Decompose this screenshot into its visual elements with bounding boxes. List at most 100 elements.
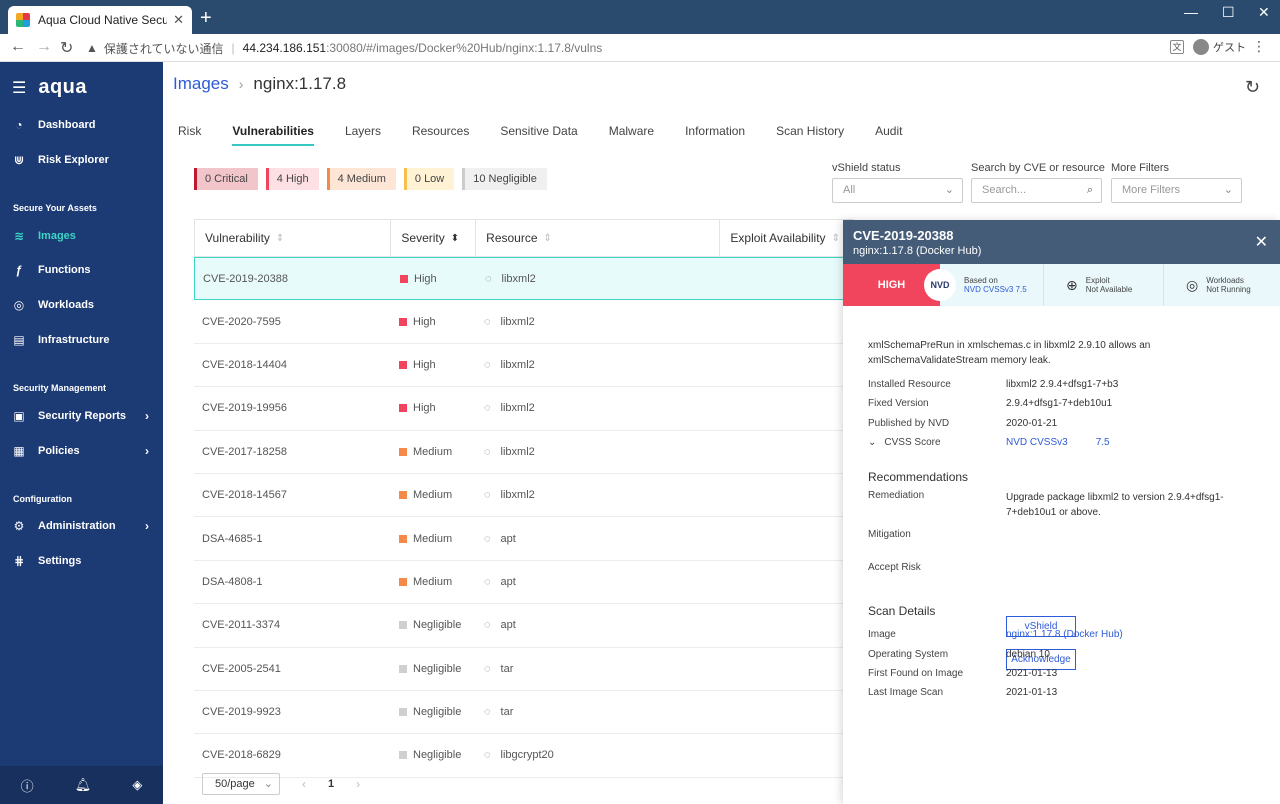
resource-name: libxml2 bbox=[500, 358, 535, 371]
new-tab-icon[interactable]: + bbox=[200, 7, 212, 29]
profile-button[interactable]: ゲスト bbox=[1193, 39, 1246, 55]
installed-resource-label: Installed Resource bbox=[868, 379, 951, 390]
header-resource[interactable]: Resource ⇕ bbox=[476, 220, 721, 256]
sidebar-footer: ⓘ 🔔︎ ◈ bbox=[0, 766, 163, 804]
sidebar-item-dashboard[interactable]: ◔ Dashboard bbox=[0, 110, 163, 140]
chip-medium[interactable]: 4 Medium bbox=[326, 168, 396, 190]
tab-malware[interactable]: Malware bbox=[608, 124, 655, 138]
table-row[interactable]: DSA-4685-1 Medium ◌ apt bbox=[194, 517, 854, 561]
vshield-select[interactable]: All ⌄ bbox=[832, 178, 963, 203]
sidebar-item-label: Functions bbox=[38, 264, 91, 276]
close-window-icon[interactable]: ✕ bbox=[1258, 4, 1270, 20]
mitigation-row: Mitigation bbox=[868, 529, 911, 540]
severity-cell: Negligible bbox=[391, 749, 476, 761]
resource-cell: ◌ apt bbox=[476, 533, 516, 545]
more-filters-select[interactable]: More Filters ⌄ bbox=[1111, 178, 1242, 203]
sidebar-item-workloads[interactable]: ◎ Workloads bbox=[0, 290, 163, 320]
sidebar-item-functions[interactable]: ƒ Functions bbox=[0, 255, 163, 285]
table-row[interactable]: CVE-2005-2541 Negligible ◌ tar bbox=[194, 648, 854, 691]
tab-information[interactable]: Information bbox=[685, 124, 746, 138]
severity-square-icon bbox=[399, 491, 407, 500]
breadcrumb-images-link[interactable]: Images bbox=[173, 74, 229, 93]
image-link[interactable]: nginx:1.17.8 (Docker Hub) bbox=[1006, 629, 1123, 640]
chip-critical[interactable]: 0 Critical bbox=[194, 168, 258, 190]
chip-low[interactable]: 0 Low bbox=[403, 168, 455, 190]
table-row[interactable]: CVE-2017-18258 Medium ◌ libxml2 bbox=[194, 431, 854, 474]
back-icon[interactable]: ← bbox=[10, 38, 26, 55]
chip-negligible[interactable]: 10 Negligible bbox=[462, 168, 547, 190]
search-input[interactable]: Search... ⌕ bbox=[971, 178, 1102, 203]
vulnerability-id: CVE-2019-20388 bbox=[203, 272, 289, 285]
header-vulnerability[interactable]: Vulnerability ⇕ bbox=[195, 220, 392, 256]
vulnerability-id: CVE-2019-9923 bbox=[202, 706, 281, 719]
resource-name: libxml2 bbox=[500, 402, 535, 415]
page-title: nginx:1.17.8 bbox=[253, 74, 347, 93]
resource-name: libxml2 bbox=[500, 445, 535, 458]
prev-page-icon[interactable]: ‹ bbox=[302, 777, 306, 791]
severity-label: Medium bbox=[413, 489, 453, 502]
browser-tab[interactable]: Aqua Cloud Native Security Platf ✕ bbox=[8, 6, 192, 34]
vshield-button[interactable]: vShield bbox=[1006, 616, 1076, 637]
sidebar-item-risk-explorer[interactable]: ⋓ Risk Explorer bbox=[0, 145, 163, 175]
header-severity[interactable]: Severity ⬍ bbox=[391, 220, 477, 256]
table-row[interactable]: CVE-2019-19956 High ◌ libxml2 bbox=[194, 387, 854, 431]
browser-menu-icon[interactable]: ⋮ bbox=[1252, 38, 1266, 54]
sidebar-item-administration[interactable]: ⚙ Administration › bbox=[0, 511, 163, 541]
table-row[interactable]: CVE-2020-7595 High ◌ libxml2 bbox=[194, 300, 854, 344]
table-row[interactable]: CVE-2011-3374 Negligible ◌ apt bbox=[194, 604, 854, 648]
maximize-icon[interactable]: ☐ bbox=[1222, 4, 1235, 20]
close-icon[interactable]: ✕ bbox=[1254, 234, 1268, 251]
chip-high[interactable]: 4 High bbox=[265, 168, 319, 190]
table-row[interactable]: CVE-2018-14404 High ◌ libxml2 bbox=[194, 344, 854, 388]
acknowledge-button[interactable]: Acknowledge bbox=[1006, 649, 1076, 670]
header-exploit[interactable]: Exploit Availability ⇕ bbox=[720, 220, 853, 256]
exploit-info: ⊕ Exploit Not Available bbox=[1044, 264, 1164, 306]
cvss-row[interactable]: ⌄ CVSS Score NVD CVSSv3 7.5 bbox=[868, 437, 1110, 448]
table-row[interactable]: CVE-2018-14567 Medium ◌ libxml2 bbox=[194, 474, 854, 518]
tab-layers[interactable]: Layers bbox=[344, 124, 381, 138]
vulnerability-id: CVE-2020-7595 bbox=[202, 315, 281, 328]
sidebar-item-images[interactable]: ≋ Images bbox=[0, 221, 163, 251]
tab-scan-history[interactable]: Scan History bbox=[776, 124, 845, 138]
remediation-row: Remediation Upgrade package libxml2 to v… bbox=[868, 490, 1224, 518]
sidebar: ☰ aqua ◔ Dashboard ⋓ Risk Explorer Secur… bbox=[0, 62, 163, 804]
sidebar-item-infrastructure[interactable]: ▤ Infrastructure bbox=[0, 325, 163, 355]
tab-vulnerabilities[interactable]: Vulnerabilities bbox=[232, 124, 314, 146]
tab-sensitive-data[interactable]: Sensitive Data bbox=[500, 124, 578, 138]
page-size-select[interactable]: 50/page ⌄ bbox=[202, 773, 280, 795]
tab-risk[interactable]: Risk bbox=[178, 124, 202, 138]
sidebar-item-settings[interactable]: ⋕ Settings bbox=[0, 546, 163, 576]
url-field[interactable]: ▲ 保護されていない通信 | 44.234.186.151 :30080/#/i… bbox=[86, 37, 1186, 59]
tab-audit[interactable]: Audit bbox=[875, 124, 903, 138]
forward-icon[interactable]: → bbox=[36, 38, 52, 55]
last-scan-row: Last Image Scan 2021-01-13 bbox=[868, 687, 1057, 698]
info-icon[interactable]: ⓘ bbox=[20, 778, 34, 794]
workloads-label: Workloads bbox=[1206, 276, 1244, 285]
table-row[interactable]: CVE-2019-9923 Negligible ◌ tar bbox=[194, 691, 854, 735]
os-label: Operating System bbox=[868, 649, 949, 660]
reload-icon[interactable]: ↻ bbox=[60, 40, 74, 57]
sidebar-item-security-reports[interactable]: ▣ Security Reports › bbox=[0, 401, 163, 431]
next-page-icon[interactable]: › bbox=[356, 777, 361, 791]
url-separator: | bbox=[231, 41, 235, 55]
severity-cell: High bbox=[391, 359, 476, 371]
minimize-icon[interactable]: — bbox=[1184, 4, 1198, 20]
sidebar-item-policies[interactable]: ▦ Policies › bbox=[0, 436, 163, 466]
sort-icon: ⇕ bbox=[543, 232, 552, 244]
table-row[interactable]: CVE-2018-6829 Negligible ◌ libgcrypt20 bbox=[194, 734, 854, 778]
refresh-icon[interactable]: ↻ bbox=[1244, 77, 1260, 97]
drop-icon[interactable]: ◈ bbox=[132, 777, 143, 792]
resource-cell: ◌ tar bbox=[476, 663, 513, 675]
page-number[interactable]: 1 bbox=[328, 778, 335, 790]
close-tab-icon[interactable]: ✕ bbox=[173, 12, 184, 27]
image-label: Image bbox=[868, 629, 896, 640]
hamburger-menu-icon[interactable]: ☰ bbox=[12, 79, 27, 97]
table-row[interactable]: CVE-2019-20388 High ◌ libxml2 bbox=[194, 257, 854, 301]
cvss-source[interactable]: NVD CVSSv3 bbox=[1006, 437, 1068, 448]
severity-square-icon bbox=[399, 708, 407, 717]
translate-icon[interactable]: 文 bbox=[1170, 40, 1184, 54]
bell-icon[interactable]: 🔔︎ bbox=[74, 777, 92, 792]
tab-resources[interactable]: Resources bbox=[411, 124, 470, 138]
resource-name: libxml2 bbox=[501, 272, 536, 285]
table-row[interactable]: DSA-4808-1 Medium ◌ apt bbox=[194, 561, 854, 605]
